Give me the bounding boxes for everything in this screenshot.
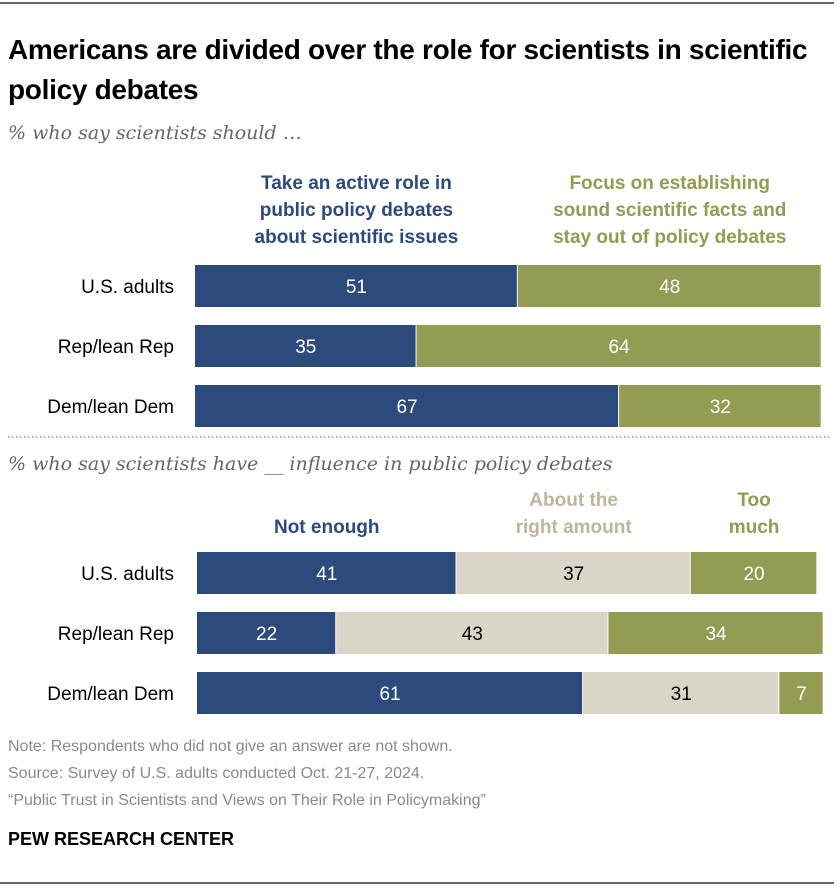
bar-segment: [690, 552, 817, 594]
data-label: 35: [295, 337, 316, 358]
bar-segment: [197, 672, 583, 714]
data-label: 51: [346, 277, 367, 298]
legend-label: sound scientific facts and: [553, 200, 786, 221]
data-label: 22: [256, 624, 277, 645]
bar-segment: [517, 265, 821, 307]
legend-label: About the: [529, 490, 618, 511]
bar-segment: [416, 325, 821, 367]
bar-segment: [197, 612, 336, 654]
data-label: 7: [796, 684, 807, 705]
bar-segment: [195, 265, 517, 307]
chart1-subtitle: % who say scientists should …: [8, 122, 302, 144]
legend-label: stay out of policy debates: [553, 227, 786, 248]
data-label: 61: [379, 684, 400, 705]
report-title: “Public Trust in Scientists and Views on…: [8, 792, 486, 809]
data-label: 43: [462, 624, 483, 645]
bar-segment: [195, 385, 619, 427]
data-label: 41: [316, 564, 337, 585]
legend-label: Focus on establishing: [569, 173, 770, 194]
legend-label: Take an active role in: [261, 173, 452, 194]
data-label: 31: [671, 684, 692, 705]
chart2-subtitle: % who say scientists have __ influence i…: [8, 453, 613, 475]
top-rule: [0, 2, 834, 4]
bar-segment: [583, 672, 779, 714]
data-label: 48: [659, 277, 680, 298]
category-label: Rep/lean Rep: [58, 624, 174, 645]
legend-label: much: [729, 517, 780, 538]
bar-segment: [608, 612, 823, 654]
data-label: 34: [705, 624, 727, 645]
category-label: Dem/lean Dem: [47, 397, 174, 418]
category-label: Dem/lean Dem: [47, 684, 174, 705]
bar-segment: [195, 325, 416, 367]
bar-segment: [456, 552, 690, 594]
source-text: Source: Survey of U.S. adults conducted …: [8, 765, 425, 782]
legend-label: right amount: [516, 517, 633, 538]
chart-title: Americans are divided over the role for …: [8, 34, 808, 105]
bar-segment: [619, 385, 821, 427]
bar-segment: [336, 612, 608, 654]
legend-label: public policy debates: [260, 200, 453, 221]
legend-label: about scientific issues: [255, 227, 459, 248]
data-label: 37: [563, 564, 584, 585]
legend-label: Not enough: [274, 517, 380, 538]
data-label: 32: [710, 397, 731, 418]
data-label: 67: [396, 397, 417, 418]
category-label: Rep/lean Rep: [58, 337, 174, 358]
note-text: Note: Respondents who did not give an an…: [8, 738, 453, 755]
bottom-rule: [0, 882, 834, 884]
legend-label: Too: [737, 490, 770, 511]
pew-logo-text: PEW RESEARCH CENTER: [8, 829, 235, 849]
bar-segment: [197, 552, 456, 594]
category-label: U.S. adults: [81, 564, 174, 585]
data-label: 64: [609, 337, 631, 358]
category-label: U.S. adults: [81, 277, 174, 298]
bar-segment: [779, 672, 823, 714]
data-label: 20: [743, 564, 764, 585]
